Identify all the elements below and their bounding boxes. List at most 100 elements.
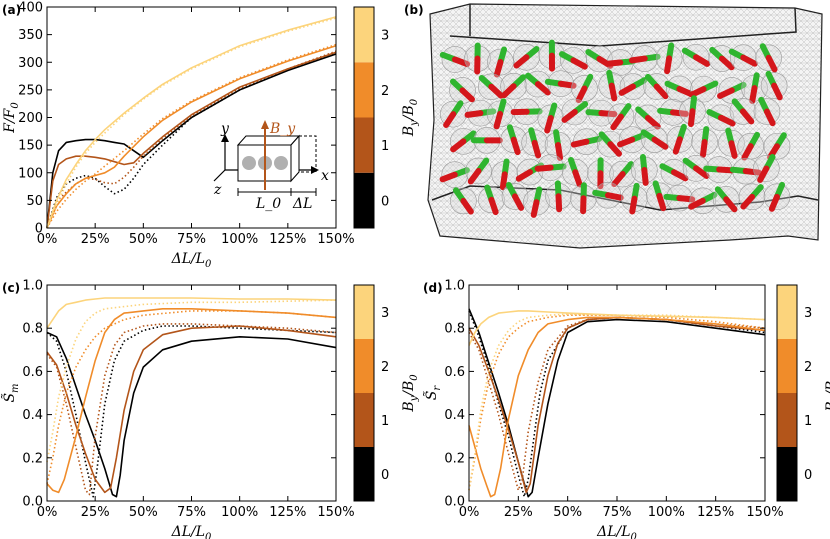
y-tick-label: 1.0 [22,279,43,294]
panel-label-d: (d) [423,281,443,295]
y-tick-label: 0.0 [22,495,43,510]
dipole-red [656,192,667,212]
y-axis-label: S̃m [0,383,21,402]
y-tick-label: 0.0 [444,495,465,510]
series-line-6 [46,16,337,229]
dipole-red [513,54,530,69]
series-line-4 [46,308,337,494]
dipole-red [771,82,783,101]
dipole-red [570,138,590,148]
x-tick-label: 150% [746,505,783,520]
colorbar-frame [353,6,375,229]
inset-y-arrow [221,134,229,142]
series-line-5 [468,314,766,491]
y-tick-label: 50 [26,194,43,209]
y-tick-label: 1.0 [444,279,465,294]
inset-particle [242,156,256,170]
dipole-red [493,59,504,78]
dipole-red [741,143,754,161]
series-line-2 [46,325,337,494]
dipole-red [604,192,624,201]
inset-x-label: x [321,168,329,184]
dipole-red [510,136,521,156]
x-tick-label: 25% [81,232,110,247]
colorbar-segment [354,117,374,173]
dipole-red [610,113,624,131]
inset-schematic: y x z B_y L_0 ΔL [213,120,329,212]
colorbar-segment [354,285,374,339]
x-tick-label: 150% [317,505,354,520]
dipole-red [723,196,738,213]
series-line-6 [468,310,766,346]
y-tick-label: 300 [18,56,43,71]
dipole-red [672,136,683,155]
series-line-1 [46,325,337,498]
x-tick-label: 50% [129,232,158,247]
chart-c: 0% 25% 50% 75% 100% 125% 150% 0.0 0.2 0.4 0.6 0.8 1.… [0,279,354,539]
dipole-red [653,83,669,100]
series-line-5 [46,43,337,229]
y-tick-label: 0 [35,222,43,237]
series-line-6 [46,297,337,329]
colorbar-segment [777,285,797,339]
y-tick-label: 0.6 [444,365,465,380]
dipole-red [617,136,636,148]
colorbar-tick-label: 3 [381,29,389,44]
dipole-red [768,193,780,212]
series-line-7 [46,17,337,229]
dipole-red [515,169,533,182]
x-tick-label: 0% [459,505,480,520]
panel-label-a: (a) [2,3,21,17]
dipole-red [460,197,474,215]
dipole-red [531,139,542,159]
y-axis-label: S̃r [422,385,443,401]
colorbar-tick-label: 2 [381,84,389,99]
x-tick-label: 0% [37,232,58,247]
dipole-red [618,83,636,96]
x-tick-label: 125% [269,232,306,247]
dipole-red [499,171,508,191]
x-tick-label: 100% [221,505,258,520]
colorbar-tick-label: 0 [381,194,389,209]
dipole-red [530,199,540,218]
y-tick-label: 100 [18,166,43,181]
series-line-0 [468,308,766,498]
y-tick-label: 0.8 [22,322,43,337]
dipole-red [608,82,618,102]
dipole-red [728,140,738,159]
x-axis-label: ΔL/L0 [171,524,212,539]
x-tick-label: 75% [603,505,632,520]
x-tick-label: 50% [553,505,582,520]
dipole-red [555,193,563,213]
dipole-red [534,164,554,172]
colorbar-segment [354,447,374,501]
dipole-red [742,168,762,176]
dipole-red [740,54,758,67]
dipole-red [464,110,484,118]
x-tick-label: 25% [504,505,533,520]
dipole-red [467,167,482,185]
colorbar-segment [777,447,797,501]
inset-z-axis [213,169,226,182]
dipole-red [604,59,624,67]
dipole-red [511,193,525,211]
colorbar-tick-label: 3 [381,306,389,321]
dipole-red [688,197,706,210]
series-line-3 [468,316,766,491]
dipole-red [493,110,504,130]
inset-field-label: B_y [269,121,296,137]
panel-label-b: (b) [404,3,424,17]
dipole-red [651,136,669,150]
series-line-2 [468,316,766,494]
dipole-red [763,108,776,127]
dipole-red [693,54,711,67]
dipole-red [443,111,457,128]
inset-box-top [236,135,301,146]
colorbar-tick-label: 2 [804,360,812,375]
dipole-red [765,54,778,73]
dipole-red [598,110,618,118]
x-tick-label: 100% [648,505,685,520]
x-axis-label: ΔL/L0 [171,251,212,270]
dipole-red [641,166,649,186]
